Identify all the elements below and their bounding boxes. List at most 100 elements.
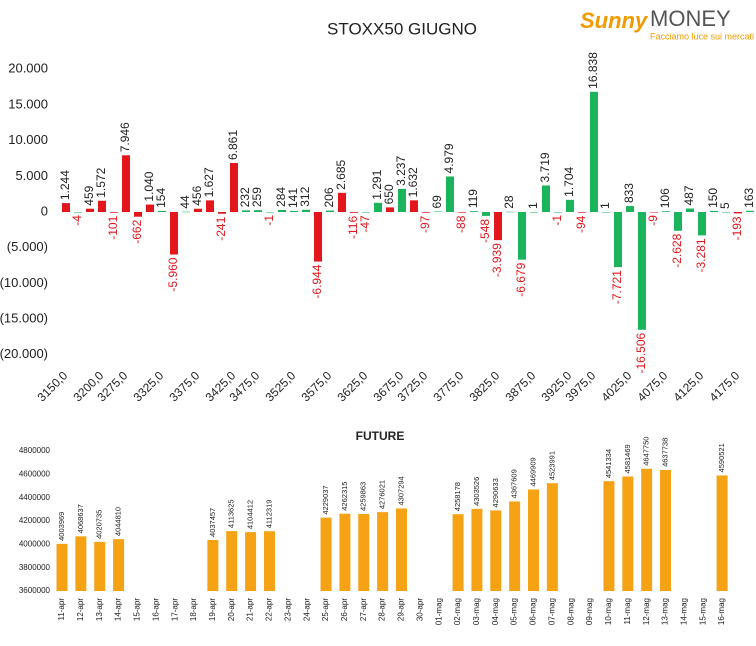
bar	[194, 208, 202, 212]
x-tick-label: 3150,0	[35, 368, 71, 404]
bar	[226, 531, 238, 591]
bar	[674, 212, 682, 231]
bar	[614, 212, 622, 268]
bar	[638, 212, 646, 330]
y-tick-label: (5.000)	[7, 239, 48, 254]
x-tick-label: 06-mag	[529, 598, 538, 625]
x-tick-label: 13-mag	[661, 598, 670, 625]
bar	[75, 536, 87, 591]
bar	[734, 212, 742, 214]
x-tick-label: 11-mag	[623, 598, 632, 625]
data-label: 456	[190, 185, 204, 205]
data-label: 16.838	[586, 52, 600, 89]
x-tick-label: 14-mag	[679, 598, 688, 625]
bar	[452, 514, 464, 591]
bar	[278, 209, 286, 212]
data-label: 4259863	[359, 482, 368, 511]
x-tick-label: 12-apr	[76, 598, 85, 621]
bar	[320, 517, 332, 591]
bar	[113, 539, 125, 591]
y-tick-label: 3600000	[19, 586, 51, 595]
x-tick-label: 28-apr	[378, 598, 387, 621]
x-tick-label: 29-apr	[397, 598, 406, 621]
data-label: 4113625	[227, 499, 236, 528]
data-label: 4581469	[623, 444, 632, 473]
bar	[206, 200, 214, 212]
bar	[302, 209, 310, 212]
data-label: 206	[322, 187, 336, 207]
bar	[566, 199, 574, 212]
bar	[242, 210, 250, 212]
bar	[509, 501, 521, 591]
bar	[554, 212, 562, 213]
x-tick-label: 17-apr	[170, 598, 179, 621]
bar	[626, 206, 634, 212]
bar	[518, 212, 526, 260]
data-label: 6.861	[226, 130, 240, 160]
data-label: 4637738	[661, 438, 670, 467]
data-label: 1.244	[58, 170, 72, 200]
chart-title: STOXX50 GIUGNO	[327, 19, 477, 38]
y-tick-label: 20.000	[8, 61, 48, 76]
data-label: 4367609	[510, 469, 519, 498]
bar	[98, 200, 106, 212]
bar	[266, 212, 274, 213]
bar	[446, 176, 454, 212]
data-label: -101	[106, 215, 120, 239]
logo: Sunny MONEY Facciamo luce sui mercati	[580, 6, 754, 42]
bar	[716, 475, 728, 591]
bar	[710, 210, 718, 212]
y-tick-label: 10.000	[8, 132, 48, 147]
data-label: 4104412	[246, 500, 255, 529]
bar	[207, 539, 219, 591]
logo-brand: Sunny	[580, 8, 649, 33]
data-label: 1	[598, 202, 612, 209]
y-tick-label: 4600000	[19, 469, 51, 478]
y-tick-label: 3800000	[19, 563, 51, 572]
bar	[650, 212, 658, 213]
data-label: 232	[238, 187, 252, 207]
bar	[471, 508, 483, 591]
y-tick-label: 4200000	[19, 516, 51, 525]
bar	[350, 212, 358, 213]
data-label: 4003969	[57, 512, 66, 541]
x-tick-label: 08-mag	[566, 598, 575, 625]
x-tick-label: 23-apr	[283, 598, 292, 621]
data-label: 4112319	[264, 500, 273, 529]
x-tick-label: 4025,0	[599, 368, 635, 404]
data-label: 4258178	[453, 482, 462, 511]
x-tick-label: 12-mag	[642, 598, 651, 625]
bar	[146, 204, 154, 212]
x-tick-label: 3575,0	[299, 368, 335, 404]
bar	[602, 211, 610, 213]
data-label: 4290633	[491, 478, 500, 507]
bar	[110, 212, 118, 213]
y-tick-label: 4800000	[19, 446, 51, 455]
data-label: -662	[130, 219, 144, 243]
data-label: 1.632	[406, 167, 420, 197]
data-label: 141	[286, 188, 300, 208]
data-label: 106	[658, 188, 672, 208]
data-label: 119	[466, 189, 480, 208]
bar	[62, 203, 70, 212]
data-label: 259	[250, 187, 264, 207]
bar	[263, 531, 275, 591]
bar	[660, 469, 672, 591]
bar	[542, 185, 550, 212]
bar	[314, 212, 322, 262]
bar	[546, 483, 558, 591]
x-tick-label: 13-apr	[95, 598, 104, 621]
bar	[339, 513, 351, 591]
data-label: -548	[478, 219, 492, 243]
y-tick-label: (20.000)	[0, 346, 48, 361]
data-label: -3.281	[694, 238, 708, 272]
bar	[182, 211, 190, 213]
x-tick-label: 14-apr	[114, 598, 123, 621]
data-label: -193	[730, 216, 744, 240]
data-label: 2.685	[334, 159, 348, 189]
bar	[482, 212, 490, 216]
x-tick-label: 15-mag	[698, 598, 707, 625]
x-tick-label: 11-apr	[57, 598, 66, 621]
data-label: 487	[682, 185, 696, 205]
